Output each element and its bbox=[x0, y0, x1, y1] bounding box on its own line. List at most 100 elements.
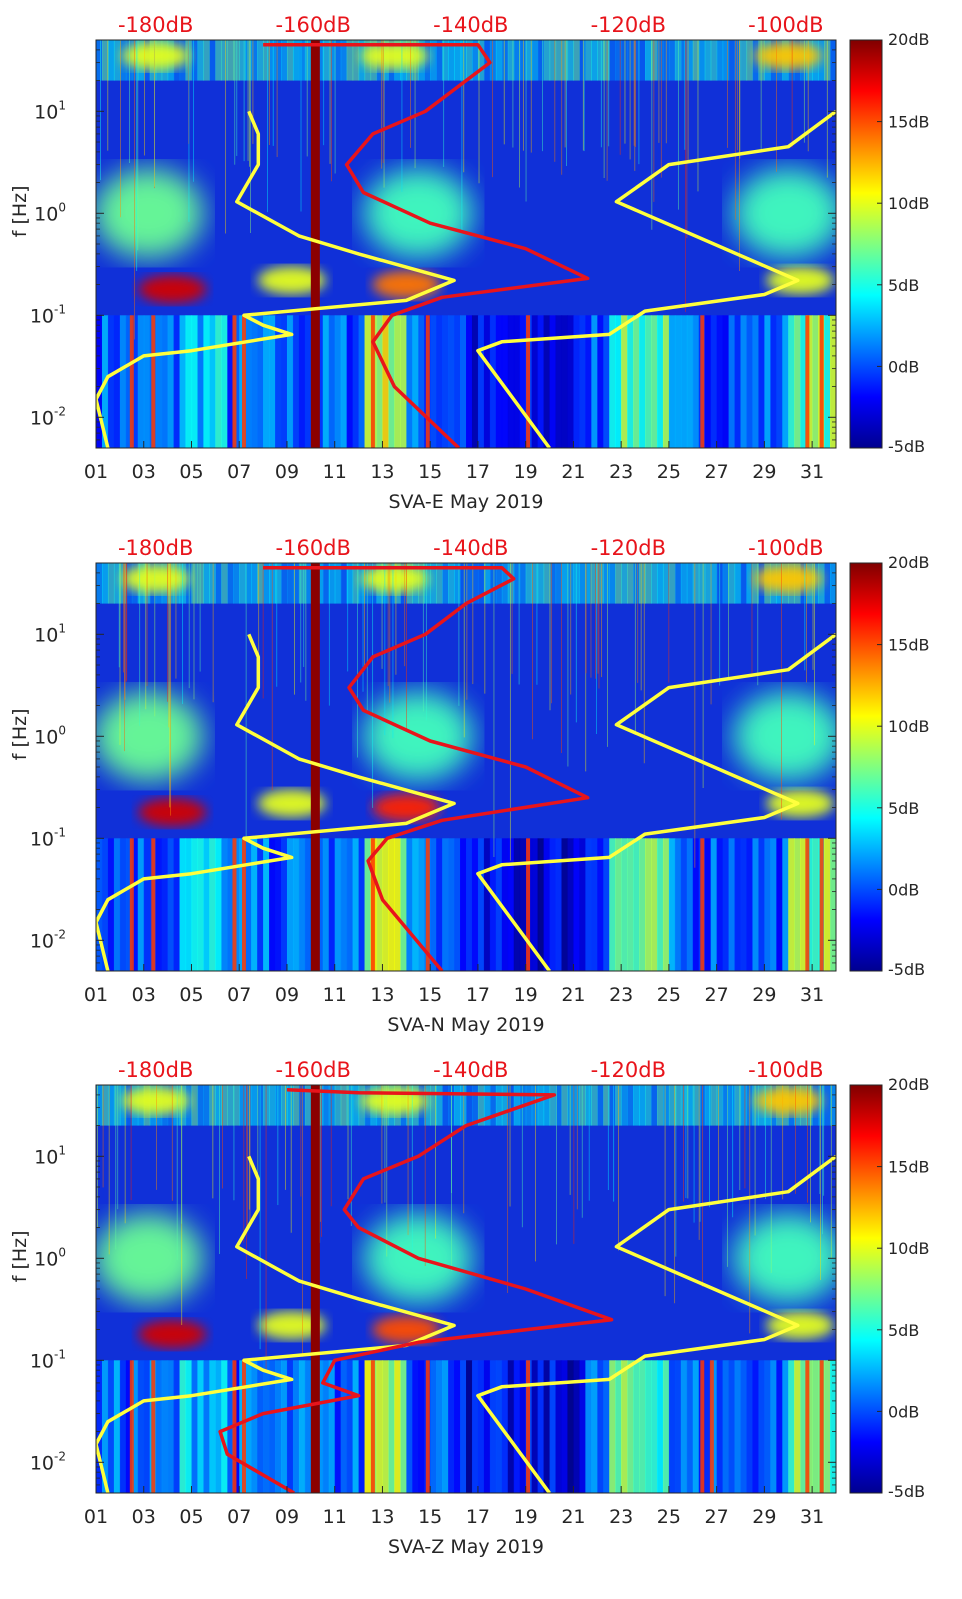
spectrogram-hf-band bbox=[704, 1085, 712, 1126]
spectrogram-hf-band bbox=[716, 1085, 724, 1126]
spectrogram-column bbox=[346, 838, 354, 971]
spectrogram-hf-band bbox=[191, 40, 199, 81]
y-tick-label: 100 bbox=[34, 200, 66, 225]
spectrogram-column bbox=[501, 1360, 509, 1493]
spectrogram-column bbox=[579, 838, 586, 971]
spectrogram-column bbox=[400, 838, 407, 971]
spectrogram-column bbox=[442, 838, 449, 971]
spectrogram-column bbox=[251, 315, 258, 448]
noise-model-curve bbox=[476, 632, 836, 971]
spectrogram-hf-band bbox=[645, 40, 652, 81]
bright-column bbox=[819, 1360, 824, 1493]
x-tick-label: 07 bbox=[227, 1506, 251, 1528]
spectrogram-column bbox=[340, 838, 348, 971]
psd-curve bbox=[263, 565, 590, 971]
spectrogram-column bbox=[549, 1360, 557, 1493]
spectrogram-column bbox=[668, 315, 676, 448]
energy-blob bbox=[363, 168, 474, 259]
spectrogram-hf-band bbox=[466, 1085, 473, 1126]
spectrogram-hf-band bbox=[603, 563, 610, 604]
spectrogram-column bbox=[209, 1360, 216, 1493]
spectrogram-column bbox=[334, 838, 342, 971]
spectrogram-hf-band bbox=[686, 40, 694, 81]
spectrogram-hf-band bbox=[543, 1085, 551, 1126]
top-db-tick-label: -100dB bbox=[748, 1058, 823, 1082]
spectrogram-column bbox=[257, 315, 264, 448]
spectrogram-hf-band bbox=[245, 40, 252, 81]
spectrogram-column bbox=[513, 1360, 521, 1493]
spectrogram-column bbox=[824, 838, 831, 971]
spectrogram-column bbox=[758, 838, 765, 971]
spectrogram-hf-band bbox=[340, 563, 348, 604]
top-db-tick-label: -120dB bbox=[591, 1058, 666, 1082]
spectrogram-column bbox=[740, 1360, 748, 1493]
psd-curve bbox=[218, 1087, 614, 1493]
spectrogram-hf-band bbox=[424, 563, 431, 604]
spectrogram-hf-band bbox=[740, 563, 748, 604]
spectrogram-hf-band bbox=[728, 1085, 736, 1126]
spectrogram-column bbox=[131, 838, 139, 971]
spectrogram-hf-band bbox=[454, 1085, 461, 1126]
spectrogram-column bbox=[716, 1360, 724, 1493]
spectrogram-hf-band bbox=[633, 563, 640, 604]
spectrogram-column bbox=[125, 838, 133, 971]
spectrogram-hf-band bbox=[96, 40, 103, 81]
spectrogram-column bbox=[806, 838, 813, 971]
y-tick-exponent: 0 bbox=[58, 723, 66, 737]
spectrogram-column bbox=[382, 315, 390, 448]
x-tick-label: 23 bbox=[609, 984, 633, 1006]
spectrogram-column bbox=[155, 838, 163, 971]
spectrogram-hf-band bbox=[257, 563, 264, 604]
spectrogram-column bbox=[400, 315, 407, 448]
x-axis-label: SVA-Z May 2019 bbox=[388, 1536, 544, 1558]
spectrogram-column bbox=[579, 1360, 586, 1493]
y-axis-label: f [Hz] bbox=[9, 708, 31, 760]
spectrogram-column bbox=[686, 315, 694, 448]
spectrogram-column bbox=[436, 315, 443, 448]
spectrogram-hf-band bbox=[627, 1085, 634, 1126]
spectrogram-column bbox=[776, 315, 783, 448]
psd-curve bbox=[263, 42, 590, 448]
spectrogram-column bbox=[513, 838, 521, 971]
spectrogram-hf-band bbox=[251, 563, 258, 604]
spectrogram-hf-band bbox=[292, 1085, 300, 1126]
spectrogram-column bbox=[686, 838, 694, 971]
spectrogram-column bbox=[388, 838, 395, 971]
spectrogram-hf-band bbox=[698, 40, 706, 81]
spectrogram-hf-band bbox=[716, 40, 724, 81]
energy-blob bbox=[138, 798, 207, 827]
spectrogram-hf-band bbox=[531, 563, 539, 604]
spectrogram-column bbox=[489, 315, 497, 448]
spectrogram-column bbox=[806, 315, 813, 448]
y-tick-exponent: 1 bbox=[58, 1143, 66, 1157]
spectrogram-hf-band bbox=[436, 1085, 443, 1126]
spectrogram-column bbox=[281, 838, 288, 971]
spectrogram-column bbox=[107, 838, 115, 971]
spectrogram-column bbox=[573, 315, 580, 448]
spectrogram-hf-band bbox=[668, 563, 676, 604]
colorbar-tick-label: 20dB bbox=[888, 1075, 930, 1094]
spectrogram-hf-band bbox=[692, 1085, 700, 1126]
spectrogram-column bbox=[788, 838, 795, 971]
spectrogram-column bbox=[179, 1360, 187, 1493]
spectrogram-hf-band bbox=[662, 563, 670, 604]
y-tick-exponent: -1 bbox=[54, 302, 66, 316]
spectrogram-hf-band bbox=[704, 563, 712, 604]
spectrogram-hf-band bbox=[352, 563, 360, 604]
spectrogram-hf-band bbox=[674, 563, 682, 604]
top-db-tick-label: -180dB bbox=[118, 1058, 193, 1082]
bright-column bbox=[242, 838, 246, 971]
spectrogram-column bbox=[782, 838, 789, 971]
spectrogram-column bbox=[292, 838, 300, 971]
spectrogram-column bbox=[316, 315, 324, 448]
curve-layer bbox=[96, 42, 836, 448]
spectrogram-column bbox=[113, 1360, 121, 1493]
spectrogram-hf-band bbox=[328, 40, 336, 81]
x-tick-label: 07 bbox=[227, 461, 251, 483]
spectrogram-hf-band bbox=[489, 1085, 497, 1126]
spectrogram-hf-band bbox=[197, 1085, 205, 1126]
spectrogram-column bbox=[269, 1360, 276, 1493]
spectrogram-column bbox=[752, 838, 760, 971]
y-tick-exponent: -2 bbox=[54, 927, 66, 941]
spectrogram-hf-band bbox=[561, 1085, 569, 1126]
